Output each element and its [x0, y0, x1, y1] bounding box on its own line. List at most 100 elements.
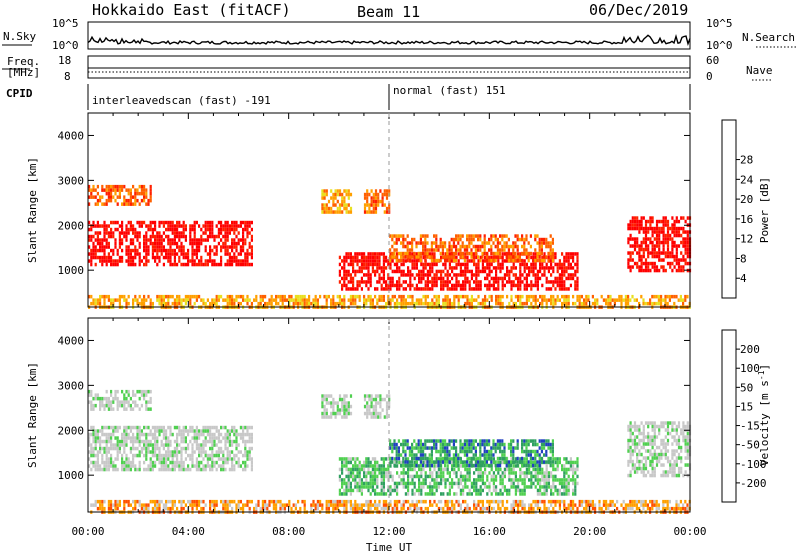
velocity-cell	[367, 467, 370, 472]
power-cell	[532, 258, 535, 263]
power-cell	[433, 280, 436, 284]
power-cell	[444, 301, 447, 306]
power-cell	[675, 268, 678, 273]
velocity-cell	[574, 478, 577, 482]
velocity-cell	[105, 396, 108, 401]
velocity-cell	[495, 488, 498, 493]
power-cell	[112, 195, 115, 199]
velocity-cell	[184, 436, 187, 440]
power-cell	[99, 301, 102, 306]
velocity-cell	[418, 478, 421, 482]
velocity-cell	[94, 436, 97, 440]
power-cell	[547, 269, 550, 274]
power-cell	[404, 244, 407, 249]
power-cell	[431, 287, 434, 291]
velocity-cell	[486, 485, 489, 489]
velocity-cell	[202, 429, 205, 433]
power-cell	[121, 231, 124, 235]
power-cell	[464, 252, 467, 256]
power-cell	[382, 298, 385, 302]
power-cell	[525, 266, 528, 270]
power-cell	[154, 220, 157, 225]
velocity-cell	[136, 425, 139, 430]
power-cell	[349, 280, 352, 284]
velocity-cell	[484, 467, 487, 472]
velocity-cell	[448, 471, 451, 475]
velocity-cell	[477, 492, 480, 496]
power-cell	[343, 266, 346, 270]
power-cell	[481, 255, 484, 259]
power-cell	[385, 287, 388, 291]
velocity-cell	[213, 439, 216, 444]
velocity-cell	[165, 464, 168, 468]
velocity-cell	[459, 439, 462, 443]
velocity-cell	[503, 471, 506, 475]
velocity-cell	[424, 453, 427, 457]
power-cell	[352, 294, 355, 299]
power-cell	[261, 294, 264, 299]
power-cell	[457, 252, 460, 256]
power-cell	[433, 258, 436, 263]
velocity-cell	[365, 485, 368, 489]
power-cell	[303, 294, 306, 299]
power-cell	[680, 233, 683, 238]
velocity-cell	[408, 449, 411, 454]
velocity-cell	[92, 460, 95, 465]
velocity-cell	[415, 471, 418, 475]
power-cell	[160, 294, 163, 299]
power-cell	[231, 227, 234, 232]
power-cell	[138, 202, 141, 206]
power-cell	[424, 258, 427, 263]
power-cell	[178, 298, 181, 302]
power-cell	[651, 261, 654, 266]
velocity-cell	[552, 485, 555, 489]
power-cell	[457, 294, 460, 299]
power-cell	[158, 248, 161, 253]
power-cell	[642, 268, 645, 273]
power-cell	[455, 234, 458, 238]
power-cell	[239, 248, 242, 253]
power-cell	[121, 202, 124, 206]
power-cell	[151, 234, 154, 239]
velocity-cell	[435, 485, 438, 489]
power-cell	[475, 287, 478, 291]
power-cell	[519, 287, 522, 291]
power-cell	[450, 255, 453, 259]
power-cell	[517, 287, 520, 291]
velocity-cell	[202, 446, 205, 451]
power-cell	[459, 269, 462, 274]
power-cell	[561, 294, 564, 299]
velocity-cell	[462, 485, 465, 489]
velocity-cell	[90, 443, 93, 447]
velocity-cell	[539, 485, 542, 489]
velocity-cell	[406, 463, 409, 468]
power-cell	[149, 234, 152, 239]
velocity-cell	[363, 460, 366, 465]
power-cell	[101, 224, 104, 228]
velocity-cell	[406, 446, 409, 450]
power-cell	[430, 258, 433, 263]
velocity-cell	[178, 425, 181, 430]
velocity-cell	[525, 457, 528, 461]
power-cell	[156, 298, 159, 302]
velocity-cell	[151, 446, 154, 451]
velocity-cell	[145, 453, 148, 458]
velocity-cell	[96, 439, 99, 444]
power-cell	[567, 301, 570, 306]
velocity-cell	[343, 478, 346, 482]
velocity-cell	[382, 460, 385, 465]
velocity-cell	[158, 450, 161, 454]
power-cell	[367, 255, 370, 260]
velocity-cell	[503, 485, 506, 489]
velocity-cell	[202, 450, 205, 454]
power-cell	[233, 298, 236, 302]
velocity-cell	[396, 485, 399, 489]
power-cell	[411, 283, 414, 288]
power-cell	[468, 301, 471, 306]
power-cell	[332, 294, 335, 299]
power-cell	[453, 283, 456, 288]
power-cell	[145, 255, 148, 260]
power-cell	[191, 224, 194, 228]
power-cell	[673, 219, 676, 224]
power-cell	[213, 234, 216, 239]
